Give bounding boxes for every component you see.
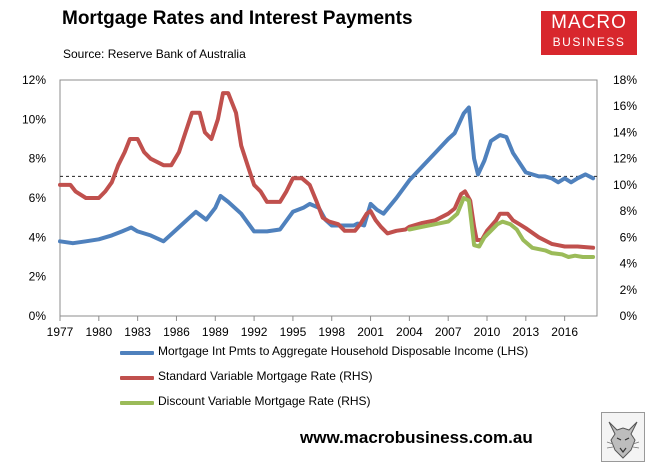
legend-label-svr: Standard Variable Mortgage Rate (RHS) (158, 369, 373, 383)
macrobusiness-logo: MACRO BUSINESS (541, 11, 637, 55)
left-tick-label: 4% (29, 230, 47, 244)
plot-border (59, 79, 598, 317)
x-tick-label: 2001 (357, 325, 384, 339)
left-axis-tick-labels: 0% 2% 4% 6% 8% 10% 12% (22, 73, 46, 323)
plot-area (59, 79, 598, 317)
left-tick-label: 2% (29, 270, 47, 284)
series-line-standard-variable (58, 91, 596, 250)
left-tick-label: 0% (29, 309, 47, 323)
series-lines (58, 91, 596, 259)
legend-label-lhs: Mortgage Int Pmts to Aggregate Household… (158, 344, 529, 358)
x-tick-label: 1977 (47, 325, 74, 339)
website-url: www.macrobusiness.com.au (300, 428, 533, 447)
legend-swatch-svr (120, 376, 154, 380)
right-tick-label: 16% (613, 99, 637, 113)
right-tick-label: 2% (620, 283, 638, 297)
logo-line-1: MACRO (551, 12, 627, 33)
x-tick-label: 2010 (474, 325, 501, 339)
x-tick-label: 2016 (551, 325, 578, 339)
right-axis-tick-labels: 0% 2% 4% 6% 8% 10% 12% 14% 16% 18% (613, 73, 637, 323)
series-line-mortgage-int-pmts (58, 105, 596, 246)
legend-label-dvr: Discount Variable Mortgage Rate (RHS) (158, 394, 371, 408)
left-tick-label: 12% (22, 73, 46, 87)
x-tick-label: 1983 (124, 325, 151, 339)
right-tick-label: 0% (620, 309, 638, 323)
x-tick-label: 1980 (85, 325, 112, 339)
right-tick-label: 12% (613, 152, 637, 166)
chart-title: Mortgage Rates and Interest Payments (62, 8, 413, 29)
left-tick-label: 8% (29, 152, 47, 166)
right-tick-label: 6% (620, 230, 638, 244)
series-line-discount-variable (407, 196, 596, 259)
right-tick-label: 14% (613, 125, 637, 139)
chart-source: Source: Reserve Bank of Australia (63, 47, 246, 61)
x-tick-label: 2004 (396, 325, 423, 339)
x-tick-label: 2007 (435, 325, 462, 339)
right-tick-label: 4% (620, 257, 638, 271)
left-tick-label: 10% (22, 112, 46, 126)
x-tick-label: 1995 (280, 325, 307, 339)
legend-swatch-lhs (120, 351, 154, 355)
right-tick-label: 18% (613, 73, 637, 87)
legend-swatch-dvr (120, 401, 154, 405)
x-tick-label: 2013 (512, 325, 539, 339)
x-tick-label: 1992 (241, 325, 268, 339)
x-axis-tick-labels: 1977 1980 1983 1986 1989 1992 1995 1998 2001 2004… (47, 316, 578, 339)
x-tick-label: 1989 (202, 325, 229, 339)
right-tick-label: 10% (613, 178, 637, 192)
x-tick-label: 1998 (318, 325, 345, 339)
left-tick-label: 6% (29, 191, 47, 205)
right-tick-label: 8% (620, 204, 638, 218)
logo-line-2: BUSINESS (552, 35, 626, 49)
x-tick-label: 1986 (163, 325, 190, 339)
wolf-logo-icon (601, 412, 645, 462)
